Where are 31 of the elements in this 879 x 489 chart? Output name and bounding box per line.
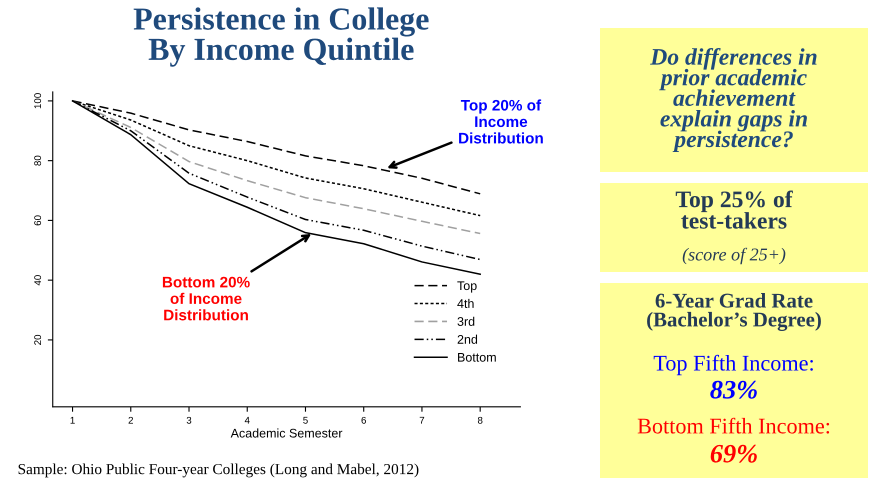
annotation: Top 20% of Income Distribution bbox=[459, 99, 543, 144]
y-tick-label: 60 bbox=[34, 215, 42, 226]
legend-label: Bottom bbox=[458, 353, 496, 362]
text: (score of 25+) bbox=[682, 248, 786, 264]
x-tick-label: 3 bbox=[186, 416, 192, 424]
y-tick-label: 20 bbox=[34, 334, 42, 345]
legend-label: 2nd bbox=[458, 334, 478, 344]
text: Top Fifth Income: bbox=[654, 354, 813, 376]
legend-label: 3rd bbox=[457, 316, 474, 326]
text: Top 25% of test-takers bbox=[676, 190, 793, 229]
x-tick-label: 1 bbox=[70, 416, 75, 424]
x-tick-label: 7 bbox=[420, 416, 424, 424]
text: 69% bbox=[710, 444, 757, 463]
text: Do differences in prior academic achievement explain gaps in persistence? bbox=[650, 48, 817, 152]
x-tick-label: 2 bbox=[128, 416, 133, 424]
legend-label: 4th bbox=[457, 298, 474, 308]
text: 6-Year Grad Rate (Bachelor’s Degree) bbox=[647, 293, 821, 331]
text: 83% bbox=[710, 380, 757, 399]
x-tick-label: 6 bbox=[362, 416, 366, 424]
y-tick-label: 40 bbox=[34, 275, 42, 286]
y-tick-label: 80 bbox=[34, 156, 42, 166]
text: Sample: Ohio Public Four-year Colleges (Long and Mabel, 2012) bbox=[18, 463, 418, 478]
x-axis-title: Academic Semester bbox=[230, 428, 342, 438]
x-tick-label: 4 bbox=[244, 416, 250, 424]
text: Bottom Fifth Income: bbox=[638, 418, 830, 434]
x-tick-label: 8 bbox=[478, 416, 482, 424]
legend-label: Top bbox=[457, 281, 477, 293]
chart-title: Persistence in College By Income Quintile bbox=[134, 7, 429, 67]
annotation: Bottom 20% of Income Distribution bbox=[162, 276, 250, 320]
y-tick-label: 100 bbox=[34, 93, 42, 108]
x-tick-label: 5 bbox=[303, 416, 308, 424]
